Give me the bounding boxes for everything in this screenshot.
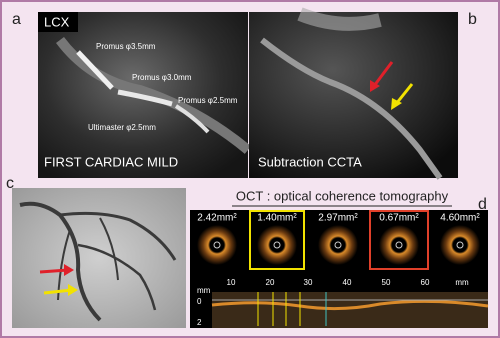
stent-label: Promus φ3.0mm (132, 73, 192, 82)
caption: FIRST CARDIAC MILD (44, 154, 178, 169)
oct-cross-section (257, 225, 297, 265)
vessel (56, 36, 252, 154)
oct-cross-section (440, 225, 480, 265)
scale-label: mm (455, 278, 469, 287)
stent (76, 50, 114, 90)
scale-label: 10 (227, 278, 236, 287)
stent (117, 89, 173, 107)
scale-label: 60 (421, 278, 430, 287)
arrow (372, 61, 394, 87)
arrowhead (391, 98, 402, 110)
scale-label: 30 (304, 278, 313, 287)
highlight-box (249, 210, 305, 270)
arrowhead (68, 284, 78, 296)
catheter (456, 241, 464, 249)
panel-letter: b (468, 11, 477, 28)
lumen-area: 1.40mm² (257, 213, 297, 224)
caption: Subtraction CCTA (258, 154, 362, 169)
arrow (394, 83, 414, 105)
lumen-area: 2.42mm² (197, 213, 237, 224)
vessel-label: LCX (44, 14, 70, 29)
panel-letter: c (6, 175, 14, 192)
longitudinal-view (212, 292, 488, 328)
catheter (395, 241, 403, 249)
arrow (39, 268, 69, 274)
angiogram (12, 188, 186, 328)
oct-cross-section (197, 225, 237, 265)
stent-label: Promus φ2.5mm (178, 96, 238, 105)
arrow (43, 288, 73, 295)
panel-letter: d (478, 196, 487, 213)
lumen-area: 0.67mm² (379, 213, 419, 224)
panel-letter: a (12, 11, 21, 28)
scale-label: 20 (266, 278, 275, 287)
highlight-box (369, 210, 429, 270)
label-box (38, 12, 78, 32)
depth-label: 2 (197, 318, 202, 327)
arrowhead (64, 264, 74, 276)
arrowhead (370, 80, 380, 92)
structure (297, 7, 382, 31)
lumen-area: 4.60mm² (440, 213, 480, 224)
stent-label: Ultimaster φ2.5mm (88, 123, 156, 132)
catheter (273, 241, 281, 249)
oct-cross-section (379, 225, 419, 265)
stent (174, 104, 210, 134)
oct-cross-section (318, 225, 358, 265)
scale-label: 50 (382, 278, 391, 287)
catheter (334, 241, 342, 249)
catheter (213, 241, 221, 249)
panel-title: OCT : optical coherence tomography (236, 188, 449, 203)
vessel (260, 37, 443, 180)
depth-label: mm (197, 286, 211, 295)
depth-label: 0 (197, 297, 202, 306)
lumen-area: 2.97mm² (318, 213, 358, 224)
stent-label: Promus φ3.5mm (96, 42, 156, 51)
scale-label: 40 (343, 278, 352, 287)
